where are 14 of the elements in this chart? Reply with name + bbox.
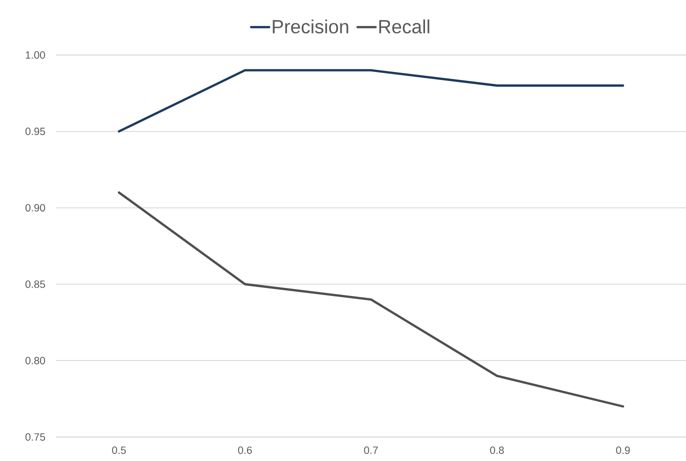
legend-label: Precision [272,19,348,34]
y-tick-label: 0.75 [25,433,46,441]
y-tick-label: 0.95 [25,128,46,136]
line-series [118,191,624,408]
x-tick-label: 0.9 [616,446,630,454]
y-tick-label: 1.00 [26,51,46,59]
y-tick-label: 0.80 [25,356,46,364]
x-tick-label: 0.7 [364,446,378,454]
x-tick-label: 0.8 [490,446,504,454]
legend-label: Recall [379,19,430,34]
x-tick-label: 0.6 [238,446,252,454]
x-tick-label: 0.5 [112,446,126,454]
y-tick-label: 0.90 [25,204,46,212]
y-tick-label: 0.85 [25,280,46,288]
